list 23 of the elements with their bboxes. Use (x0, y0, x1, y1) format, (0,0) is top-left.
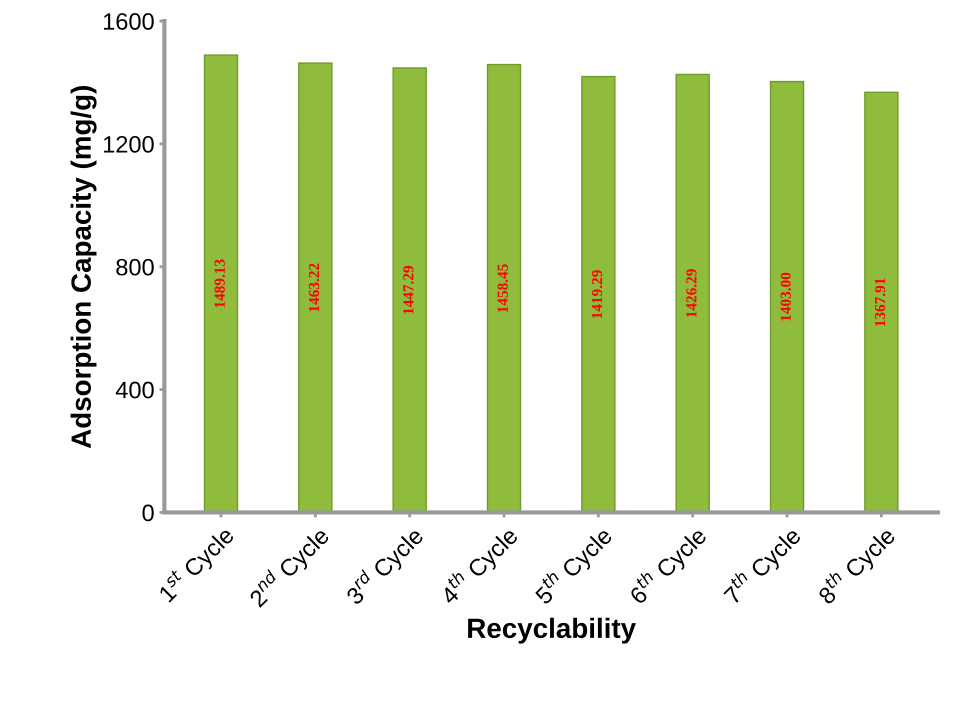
data-label: 1403.00 (780, 272, 791, 321)
x-tick-label: 4$^{th}$ Cycle (436, 522, 522, 609)
x-tick-label: 5$^{th}$ Cycle (530, 522, 616, 609)
x-tick-label: 2$^{nd}$ Cycle (245, 522, 334, 612)
y-tick-label: 400 (116, 382, 154, 398)
data-label: 1367.91 (874, 278, 886, 326)
x-tick-label: 6$^{th}$ Cycle (625, 522, 711, 608)
x-tick-label: 1$^{st}$ Cycle (155, 523, 238, 606)
y-tick-label: 1200 (104, 136, 154, 153)
x-tick-label: 7$^{th}$ Cycle (720, 522, 806, 608)
data-label: 1419.29 (592, 270, 602, 318)
x-tick-label: 8$^{th}$ Cycle (814, 522, 900, 608)
y-tick-label: 1600 (104, 13, 154, 30)
x-axis-title: Recyclability (468, 618, 636, 644)
data-label: 1426.29 (686, 269, 697, 318)
y-tick-label: 0 (142, 504, 154, 522)
y-axis-title: Adsorption Capacity (mg/g) (70, 86, 97, 448)
y-tick-label: 800 (116, 258, 154, 276)
data-label: 1447.29 (403, 266, 414, 314)
data-label: 1463.22 (308, 264, 320, 312)
x-tick-label: 3$^{rd}$ Cycle (342, 523, 428, 609)
data-label: 1489.13 (214, 259, 225, 308)
data-label: 1458.45 (498, 264, 508, 312)
